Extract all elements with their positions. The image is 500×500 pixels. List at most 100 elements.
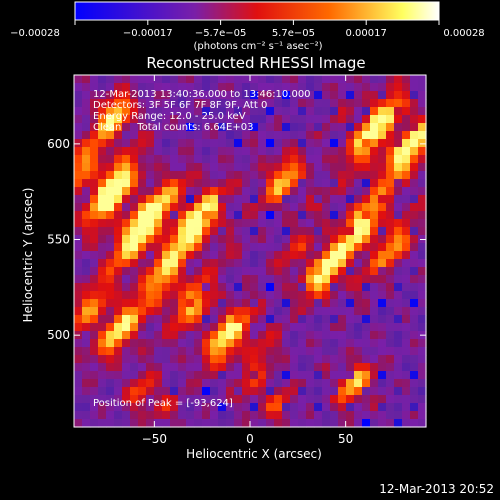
heatmap-cell (242, 371, 251, 380)
heatmap-cell (82, 179, 91, 188)
heatmap-cell (306, 403, 315, 412)
heatmap-cell (370, 115, 379, 124)
heatmap-cell (378, 155, 387, 164)
heatmap-cell (90, 411, 99, 420)
heatmap-cell (122, 91, 131, 100)
heatmap-cell (226, 291, 235, 300)
heatmap-cell (106, 235, 115, 244)
heatmap-cell (186, 147, 195, 156)
heatmap-cell (314, 411, 323, 420)
heatmap-cell (242, 355, 251, 364)
heatmap-cell (178, 83, 187, 92)
heatmap-cell (186, 355, 195, 364)
heatmap-cell (98, 419, 107, 428)
heatmap-cell (274, 115, 283, 124)
heatmap-cell (194, 99, 203, 108)
heatmap-cell (146, 115, 155, 124)
heatmap-cell (314, 83, 323, 92)
heatmap-cell (378, 259, 387, 268)
heatmap-cell (202, 251, 211, 260)
heatmap-cell (82, 395, 91, 404)
heatmap-cell (410, 243, 419, 252)
heatmap-cell (258, 315, 267, 324)
heatmap-cell (378, 235, 387, 244)
heatmap-cell (226, 187, 235, 196)
heatmap-cell (386, 75, 395, 84)
heatmap-cell (290, 187, 299, 196)
heatmap-cell (338, 147, 347, 156)
heatmap-cell (82, 187, 91, 196)
heatmap-cell (330, 251, 339, 260)
heatmap-cell (418, 379, 427, 388)
heatmap-cell (314, 355, 323, 364)
heatmap-cell (178, 227, 187, 236)
heatmap-cell (234, 299, 243, 308)
heatmap-cell (154, 299, 163, 308)
heatmap-cell (178, 419, 187, 428)
heatmap-cell (314, 315, 323, 324)
heatmap-cell (370, 331, 379, 340)
heatmap-cell (418, 251, 427, 260)
heatmap-cell (362, 283, 371, 292)
heatmap-cell (266, 283, 275, 292)
heatmap-cell (266, 275, 275, 284)
heatmap-cell (354, 395, 363, 404)
heatmap-cell (226, 283, 235, 292)
heatmap-cell (218, 235, 227, 244)
heatmap-cell (122, 163, 131, 172)
heatmap-cell (330, 267, 339, 276)
heatmap-cell (266, 131, 275, 140)
heatmap-cell (106, 347, 115, 356)
heatmap-cell (242, 179, 251, 188)
heatmap-cell (210, 379, 219, 388)
heatmap-cell (82, 219, 91, 228)
heatmap-cell (274, 411, 283, 420)
heatmap-cell (114, 363, 123, 372)
heatmap-cell (154, 283, 163, 292)
heatmap-cell (242, 315, 251, 324)
heatmap-cell (250, 179, 259, 188)
heatmap-cell (162, 235, 171, 244)
heatmap-cell (114, 387, 123, 396)
heatmap-cell (202, 267, 211, 276)
heatmap-cell (170, 299, 179, 308)
heatmap-cell (178, 307, 187, 316)
heatmap-cell (82, 315, 91, 324)
heatmap-cell (370, 347, 379, 356)
heatmap-cell (186, 235, 195, 244)
heatmap-cell (226, 355, 235, 364)
heatmap-cell (402, 131, 411, 140)
heatmap-cell (386, 355, 395, 364)
heatmap-cell (266, 139, 275, 148)
heatmap-cell (362, 299, 371, 308)
heatmap-cell (98, 283, 107, 292)
heatmap-cell (394, 139, 403, 148)
heatmap-cell (266, 395, 275, 404)
heatmap-cell (154, 419, 163, 428)
heatmap-cell (402, 291, 411, 300)
heatmap-cell (130, 171, 139, 180)
heatmap-cell (346, 323, 355, 332)
heatmap-cell (274, 419, 283, 428)
heatmap-cell (82, 411, 91, 420)
heatmap-cell (330, 235, 339, 244)
heatmap-cell (306, 371, 315, 380)
heatmap-cell (402, 419, 411, 428)
heatmap-cell (210, 395, 219, 404)
heatmap-cell (394, 347, 403, 356)
heatmap-cell (266, 403, 275, 412)
heatmap-cell (202, 99, 211, 108)
heatmap-cell (114, 267, 123, 276)
heatmap-cell (186, 75, 195, 84)
heatmap-cell (210, 131, 219, 140)
heatmap-cell (74, 203, 83, 212)
heatmap-cell (330, 131, 339, 140)
heatmap-cell (106, 195, 115, 204)
heatmap-cell (274, 283, 283, 292)
heatmap-cell (218, 403, 227, 412)
heatmap-cell (106, 275, 115, 284)
heatmap-cell (306, 283, 315, 292)
heatmap-cell (362, 187, 371, 196)
heatmap-cell (218, 259, 227, 268)
heatmap-cell (194, 147, 203, 156)
